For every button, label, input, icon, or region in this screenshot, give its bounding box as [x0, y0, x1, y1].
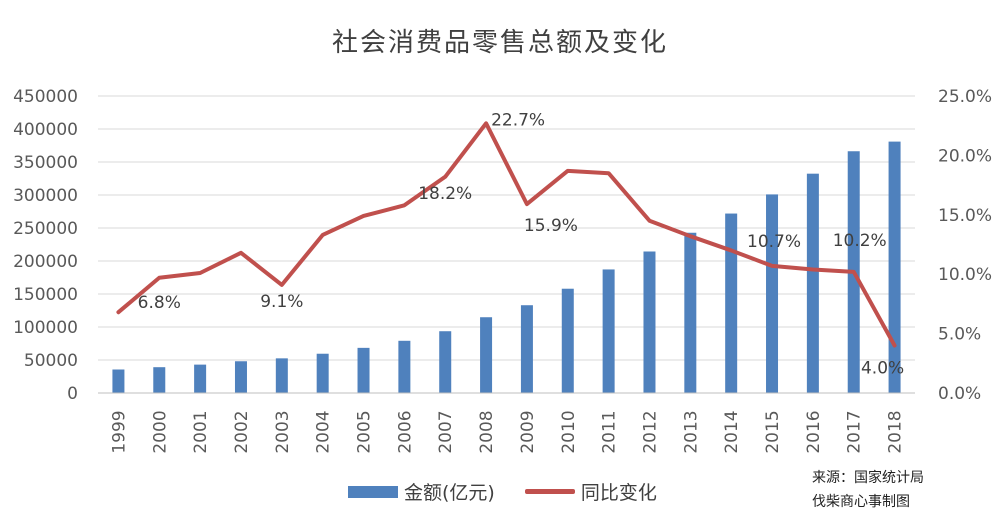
bar: [398, 341, 410, 393]
bar: [153, 367, 165, 393]
x-tick-label: 2015: [763, 410, 783, 453]
bar: [889, 142, 901, 393]
grid: [98, 96, 915, 360]
legend-bar-swatch: [348, 486, 398, 498]
bar: [807, 174, 819, 393]
bar: [358, 348, 370, 393]
x-tick-label: 2006: [395, 410, 415, 453]
bar: [521, 305, 533, 393]
x-tick-label: 2013: [681, 410, 701, 453]
bar: [725, 214, 737, 393]
y-right-tick-label: 25.0%: [938, 87, 992, 107]
legend-bar-label: 金额(亿元): [404, 478, 495, 505]
data-label: 18.2%: [418, 184, 472, 204]
y-left-tick-label: 50000: [24, 351, 78, 371]
bar: [276, 358, 288, 393]
y-left-tick-label: 250000: [13, 219, 78, 239]
data-label: 10.7%: [747, 232, 801, 252]
x-tick-label: 2002: [232, 410, 252, 453]
bar: [562, 289, 574, 393]
y-left-tick-label: 450000: [13, 87, 78, 107]
y-right-tick-label: 20.0%: [938, 146, 992, 166]
bar: [235, 361, 247, 393]
y-left-tick-label: 200000: [13, 252, 78, 272]
source-line-1: 来源：国家统计局: [812, 466, 924, 490]
y-right-tick-label: 10.0%: [938, 265, 992, 285]
y-left-tick-label: 400000: [13, 120, 78, 140]
data-label: 6.8%: [138, 293, 181, 313]
x-tick-label: 2012: [640, 410, 660, 453]
y-left-tick-label: 0: [67, 384, 78, 404]
x-tick-label: 1999: [109, 410, 129, 453]
x-tick-label: 2009: [518, 410, 538, 453]
x-tick-label: 2000: [150, 410, 170, 453]
legend-line-label: 同比变化: [581, 478, 657, 505]
x-tick-label: 2004: [314, 410, 334, 453]
y-right-tick-label: 15.0%: [938, 206, 992, 226]
data-label: 9.1%: [260, 292, 303, 312]
x-tick-label: 2001: [191, 410, 211, 453]
legend-line-swatch: [525, 489, 575, 494]
source-line-2: 伐柴商心事制图: [812, 490, 924, 514]
data-label: 22.7%: [491, 110, 545, 130]
x-tick-label: 2005: [355, 410, 375, 453]
bar: [643, 251, 655, 393]
bar: [480, 317, 492, 393]
y-right-tick-label: 5.0%: [938, 325, 981, 345]
bar: [317, 354, 329, 393]
x-tick-label: 2003: [273, 410, 293, 453]
x-tick-label: 2011: [600, 410, 620, 453]
x-tick-label: 2018: [886, 410, 906, 453]
bar: [439, 331, 451, 393]
bar: [766, 194, 778, 393]
x-tick-label: 2017: [845, 410, 865, 453]
x-tick-label: 2010: [559, 410, 579, 453]
legend: 金额(亿元) 同比变化: [348, 478, 657, 505]
bar: [194, 365, 206, 393]
bar: [684, 233, 696, 393]
bar: [603, 269, 615, 393]
data-label: 10.2%: [833, 231, 887, 251]
y-left-tick-label: 300000: [13, 186, 78, 206]
data-label: 4.0%: [861, 358, 904, 378]
y-left-tick-label: 350000: [13, 153, 78, 173]
y-right-tick-label: 0.0%: [938, 384, 981, 404]
source-note: 来源：国家统计局 伐柴商心事制图: [812, 466, 924, 514]
data-label: 15.9%: [524, 216, 578, 236]
x-tick-label: 2016: [804, 410, 824, 453]
x-tick-label: 2008: [477, 410, 497, 453]
x-tick-label: 2014: [722, 410, 742, 453]
bar: [112, 370, 124, 393]
y-left-tick-label: 100000: [13, 318, 78, 338]
y-left-tick-label: 150000: [13, 285, 78, 305]
x-tick-label: 2007: [436, 410, 456, 453]
